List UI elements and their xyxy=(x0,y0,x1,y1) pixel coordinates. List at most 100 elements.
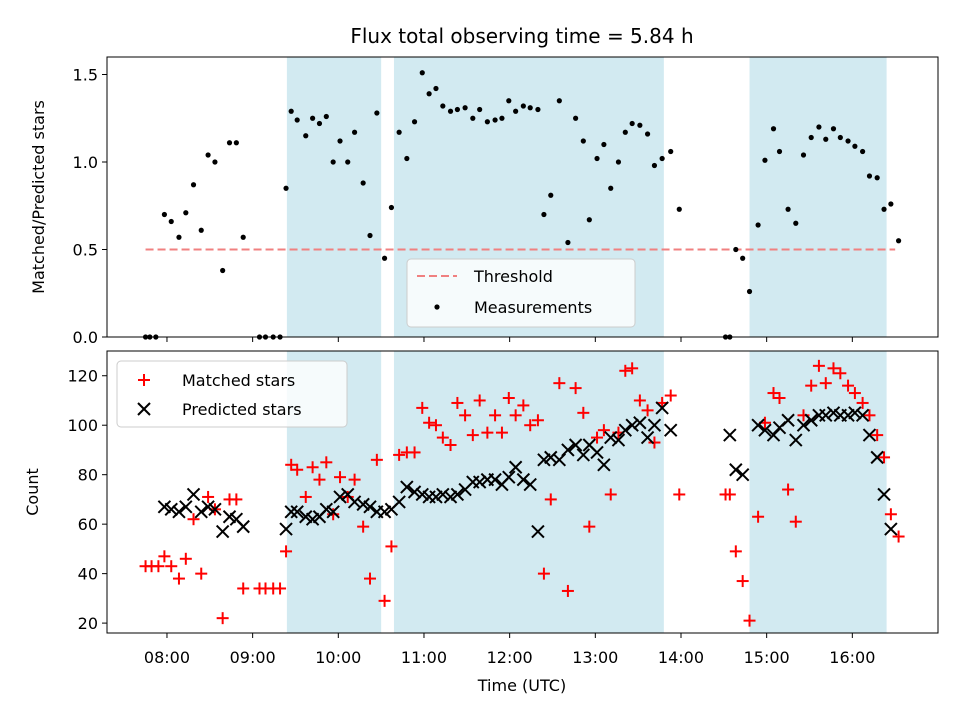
predicted-point-stroke xyxy=(472,475,487,489)
matched-point xyxy=(334,471,347,484)
measurement-point xyxy=(419,70,425,76)
predicted-point-stroke xyxy=(222,510,237,524)
measurement-point xyxy=(793,220,799,226)
matched-point xyxy=(436,431,449,444)
matched-point xyxy=(553,377,566,390)
measurement-point xyxy=(360,180,366,186)
predicted-point-stroke xyxy=(400,480,414,494)
predicted-point-stroke xyxy=(618,423,633,437)
legend: Matched stars Predicted stars xyxy=(116,360,348,428)
matched-point xyxy=(524,419,537,432)
predicted-point-stroke xyxy=(201,500,215,514)
predicted-point-stroke xyxy=(766,428,781,442)
matched-point xyxy=(842,379,855,392)
measurement-point xyxy=(411,119,418,125)
measurement-point xyxy=(198,227,204,233)
predicted-point-stroke xyxy=(576,448,591,462)
predicted-point-stroke xyxy=(186,487,201,502)
measurement-point xyxy=(816,124,822,130)
predicted-point-stroke xyxy=(516,472,531,487)
measurement-point xyxy=(205,152,211,158)
predicted-point xyxy=(179,500,193,514)
matched-point xyxy=(569,382,582,395)
matched-point xyxy=(466,429,479,442)
predicted-point xyxy=(215,524,230,539)
matched-point xyxy=(604,488,617,501)
measurement-point xyxy=(629,120,635,127)
measurement-point xyxy=(676,206,682,212)
predicted-point xyxy=(400,480,414,494)
measurement-point xyxy=(866,173,873,179)
measurement-point xyxy=(381,255,388,261)
predicted-point-stroke xyxy=(333,490,347,504)
matched-point xyxy=(274,582,287,595)
measurement-point xyxy=(212,159,218,165)
measurement-point xyxy=(644,131,651,137)
predicted-point-stroke xyxy=(436,487,450,502)
measurement-point xyxy=(601,141,607,148)
matched-point xyxy=(299,490,312,503)
predicted-point-stroke xyxy=(789,433,803,447)
predicted-point-stroke xyxy=(723,428,737,442)
matched-point xyxy=(473,394,486,407)
matched-point xyxy=(782,483,795,496)
matched-point xyxy=(863,409,876,422)
measurement-point xyxy=(345,159,351,165)
predicted-point-stroke xyxy=(647,418,662,432)
measurement-point xyxy=(860,148,866,155)
predicted-point-stroke xyxy=(172,505,186,519)
predicted-point xyxy=(568,438,583,452)
matched-point xyxy=(393,448,406,461)
predicted-point-stroke xyxy=(450,487,465,502)
measurement-point xyxy=(388,204,395,211)
measurement-point xyxy=(637,122,643,128)
measurement-point xyxy=(337,138,343,144)
matched-point xyxy=(202,490,215,503)
measurement-point xyxy=(330,159,336,165)
measurement-point xyxy=(288,108,294,114)
measurement-point xyxy=(367,232,373,239)
matched-point xyxy=(633,394,646,407)
panel-frame xyxy=(106,350,939,634)
matched-point xyxy=(357,520,370,533)
matched-point xyxy=(561,584,574,597)
measurement-point xyxy=(240,234,246,240)
matched-point xyxy=(416,401,429,414)
measurement-point xyxy=(499,115,505,121)
predicted-point xyxy=(576,448,591,462)
matched-point xyxy=(871,429,884,442)
predicted-point-stroke xyxy=(157,500,172,514)
predicted-point xyxy=(751,418,765,432)
predicted-point-stroke xyxy=(215,524,230,539)
matched-point xyxy=(370,453,383,466)
measurement-point xyxy=(433,85,439,92)
measurement-point xyxy=(303,133,309,139)
measurement-point xyxy=(462,105,468,111)
predicted-point xyxy=(326,505,340,519)
predicted-point-stroke xyxy=(781,413,795,427)
predicted-point-stroke xyxy=(625,418,639,432)
predicted-point-stroke xyxy=(640,430,655,445)
matched-point xyxy=(856,396,869,409)
matched-point xyxy=(378,594,391,607)
measurement-point xyxy=(808,134,814,141)
measurement-point xyxy=(283,185,289,191)
matched-point xyxy=(664,389,677,402)
matched-point xyxy=(152,560,165,573)
predicted-point xyxy=(781,413,795,427)
measurement-point xyxy=(548,192,554,198)
shaded-interval xyxy=(749,57,887,337)
matched-point xyxy=(673,488,686,501)
matched-point xyxy=(812,359,825,372)
y-axis-label: Count xyxy=(23,468,42,516)
legend-measurement-swatch xyxy=(434,304,440,310)
shaded-intervals xyxy=(286,351,887,633)
matched-point xyxy=(597,424,610,437)
axes-ticks: 0.0 0.5 1.0 1.5 xyxy=(73,66,853,347)
measurement-points xyxy=(142,70,902,340)
measurement-point xyxy=(190,182,197,188)
matched-point xyxy=(884,508,897,521)
measurement-point xyxy=(404,155,410,162)
measurement-point xyxy=(845,138,851,144)
